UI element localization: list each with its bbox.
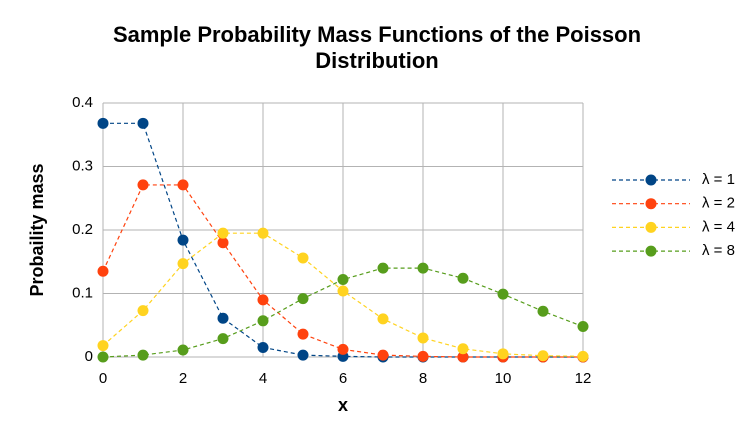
- data-point: [137, 349, 149, 361]
- data-point: [137, 305, 149, 317]
- data-point: [257, 341, 269, 353]
- legend-marker: [645, 221, 657, 233]
- legend-label: λ = 8: [702, 242, 735, 259]
- data-point: [337, 274, 349, 286]
- y-tick-label: 0.2: [72, 221, 93, 238]
- data-point: [377, 262, 389, 274]
- data-point: [257, 227, 269, 239]
- data-point: [137, 117, 149, 129]
- data-point: [137, 179, 149, 191]
- x-tick-label: 0: [99, 370, 107, 387]
- legend-marker: [645, 245, 657, 257]
- data-point: [457, 272, 469, 284]
- y-tick-label: 0.4: [72, 94, 93, 111]
- x-tick-label: 12: [575, 370, 592, 387]
- data-point: [97, 351, 109, 363]
- legend-marker: [645, 174, 657, 186]
- data-point: [177, 258, 189, 270]
- x-tick-label: 10: [495, 370, 512, 387]
- data-point: [297, 293, 309, 305]
- data-point: [417, 332, 429, 344]
- data-point: [297, 252, 309, 264]
- data-point: [217, 312, 229, 324]
- data-point: [257, 315, 269, 327]
- y-tick-label: 0.3: [72, 157, 93, 174]
- data-point: [417, 350, 429, 362]
- legend-marker: [645, 198, 657, 210]
- data-point: [217, 237, 229, 249]
- data-point: [537, 350, 549, 362]
- data-point: [377, 349, 389, 361]
- data-point: [97, 340, 109, 352]
- data-point: [177, 344, 189, 356]
- data-point: [97, 117, 109, 129]
- data-point: [457, 343, 469, 355]
- legend-label: λ = 4: [702, 218, 735, 235]
- data-point: [577, 350, 589, 362]
- data-point: [297, 328, 309, 340]
- x-axis-label: x: [338, 395, 348, 415]
- data-point: [177, 234, 189, 246]
- data-point: [577, 321, 589, 333]
- data-point: [457, 351, 469, 363]
- data-point: [217, 227, 229, 239]
- data-point: [217, 333, 229, 345]
- y-axis-label: Probaility mass: [27, 163, 47, 296]
- legend-label: λ = 2: [702, 195, 735, 212]
- data-point: [337, 343, 349, 355]
- x-tick-label: 2: [179, 370, 187, 387]
- x-tick-label: 8: [419, 370, 427, 387]
- legend-label: λ = 1: [702, 171, 735, 188]
- data-point: [497, 348, 509, 360]
- data-point: [257, 294, 269, 306]
- data-point: [297, 349, 309, 361]
- data-point: [97, 265, 109, 277]
- data-point: [177, 179, 189, 191]
- x-tick-label: 6: [339, 370, 347, 387]
- data-point: [537, 305, 549, 317]
- x-tick-label: 4: [259, 370, 267, 387]
- y-tick-label: 0.1: [72, 284, 93, 301]
- chart-title: Sample Probability Mass Functions of the…: [112, 22, 642, 73]
- y-tick-label: 0: [85, 348, 93, 365]
- data-point: [377, 313, 389, 325]
- data-point: [337, 285, 349, 297]
- data-point: [497, 288, 509, 300]
- data-point: [417, 262, 429, 274]
